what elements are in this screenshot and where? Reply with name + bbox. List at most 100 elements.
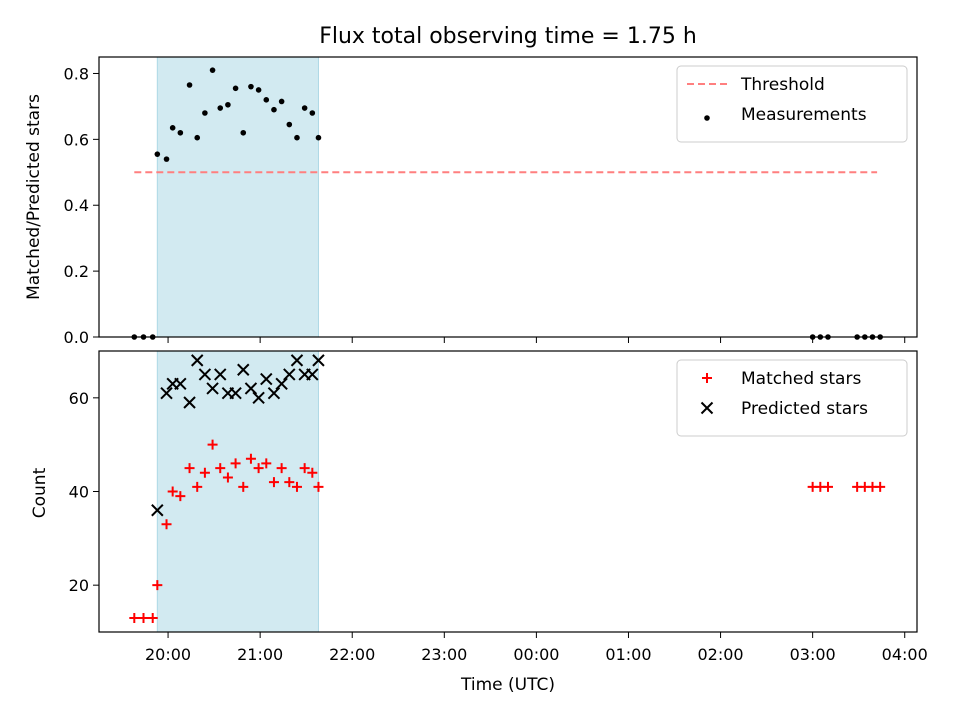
legend-label: Matched stars (741, 369, 861, 389)
matched-star-point (152, 580, 163, 591)
matched-star-point (284, 477, 295, 488)
matched-star-point (167, 486, 178, 497)
matched-star-point (268, 477, 279, 488)
predicted-star-point (252, 391, 265, 405)
xtick-label: 22:00 (329, 645, 375, 664)
xtick-label: 23:00 (421, 645, 467, 664)
measurement-point (271, 106, 277, 113)
legend-matched-swatch (702, 373, 712, 383)
matched-star-point (245, 453, 256, 464)
matched-star-point (207, 439, 218, 450)
xtick-label: 03:00 (790, 645, 836, 664)
measurement-point (154, 151, 161, 157)
xtick-label: 00:00 (513, 645, 559, 664)
xtick-label: 04:00 (882, 645, 928, 664)
top-shaded-span (156, 56, 319, 338)
measurement-point (209, 67, 216, 73)
measurement-point (163, 156, 170, 162)
measurement-point (232, 85, 239, 92)
measurement-point (240, 129, 247, 136)
predicted-star-point (183, 396, 196, 409)
measurement-point (169, 125, 176, 131)
matched-star-point (276, 463, 287, 474)
matched-star-point (175, 491, 186, 502)
matched-star-point (313, 481, 324, 492)
predicted-star-point (244, 382, 258, 395)
predicted-star-point (214, 368, 227, 381)
predicted-star-point (160, 386, 173, 400)
matched-star-point (291, 481, 302, 492)
top-ytick-label: 0.6 (64, 130, 89, 149)
top-ylabel: Matched/Predicted stars (24, 94, 44, 300)
predicted-star-point (191, 354, 204, 367)
xtick-label: 01:00 (605, 645, 651, 664)
bottom-panel: 20 40 60 20:00 21:00 22:00 23:00 00:00 01:00 02:0… (69, 350, 928, 664)
measurement-point (177, 129, 184, 136)
matched-star-point (215, 463, 226, 474)
predicted-star-point (275, 377, 288, 390)
bottom-shaded-span (156, 350, 319, 633)
measurement-point (309, 110, 316, 116)
measurement-point (248, 83, 254, 90)
top-legend: Threshold Measurements (676, 65, 908, 143)
matched-star-point (138, 612, 149, 623)
matched-star-point (307, 467, 318, 478)
plot-layer: 0.0 0.2 0.4 0.6 0.8 Threshold Measurements 20 40… (64, 56, 928, 664)
bottom-ylabel: Count (30, 467, 50, 518)
measurement-point (263, 97, 270, 103)
figure-title: Flux total observing time = 1.75 h (319, 24, 697, 49)
predicted-star-point (206, 382, 219, 395)
top-axes-frame (98, 56, 918, 338)
matched-star-point (299, 463, 310, 474)
xtick-label: 02:00 (698, 645, 744, 664)
measurement-point (217, 105, 224, 111)
legend-measurements-swatch (704, 115, 710, 121)
measurement-point (315, 134, 322, 141)
measurement-point (225, 101, 231, 108)
top-ytick-label: 0.8 (64, 64, 89, 83)
bottom-ytick-label: 60 (69, 389, 89, 408)
measurement-point (194, 134, 201, 141)
predicted-star-point (151, 504, 164, 517)
matched-star-point (822, 481, 833, 492)
matched-star-point (875, 481, 886, 492)
predicted-star-point (198, 368, 212, 381)
predicted-star-point (290, 354, 304, 367)
top-ytick-label: 0.0 (64, 328, 89, 347)
measurement-point (294, 134, 300, 141)
legend-predicted-swatch (700, 401, 714, 415)
predicted-star-point (260, 372, 273, 386)
matched-star-point (147, 612, 158, 623)
bottom-xlabel: Time (UTC) (460, 675, 555, 695)
top-legend-box (676, 65, 908, 143)
measurement-point (286, 121, 293, 128)
xtick-label: 21:00 (237, 645, 283, 664)
matched-star-point (192, 481, 203, 492)
measurement-point (255, 87, 262, 93)
top-ytick-label: 0.4 (64, 196, 89, 215)
predicted-star-point (312, 354, 325, 367)
legend-label: Threshold (740, 75, 825, 95)
predicted-star-point (306, 368, 319, 381)
predicted-star-point (174, 377, 187, 390)
legend-label: Measurements (741, 105, 867, 125)
legend-label: Predicted stars (741, 399, 868, 419)
matched-star-point (161, 519, 172, 530)
matched-star-point (238, 481, 249, 492)
matched-star-point (230, 458, 241, 469)
measurement-point (278, 98, 285, 105)
measurement-point (202, 110, 208, 116)
predicted-star-point (229, 386, 242, 400)
matched-star-point (129, 612, 140, 623)
predicted-star-point (237, 363, 250, 376)
predicted-star-point (267, 386, 281, 400)
measurement-point (301, 105, 308, 111)
matched-star-point (199, 467, 210, 478)
xtick-label: 20:00 (145, 645, 191, 664)
matched-star-point (261, 458, 272, 469)
bottom-legend-box (676, 359, 908, 437)
top-ytick-label: 0.2 (64, 262, 89, 281)
bottom-ytick-label: 20 (69, 576, 89, 595)
predicted-star-point (283, 368, 296, 381)
